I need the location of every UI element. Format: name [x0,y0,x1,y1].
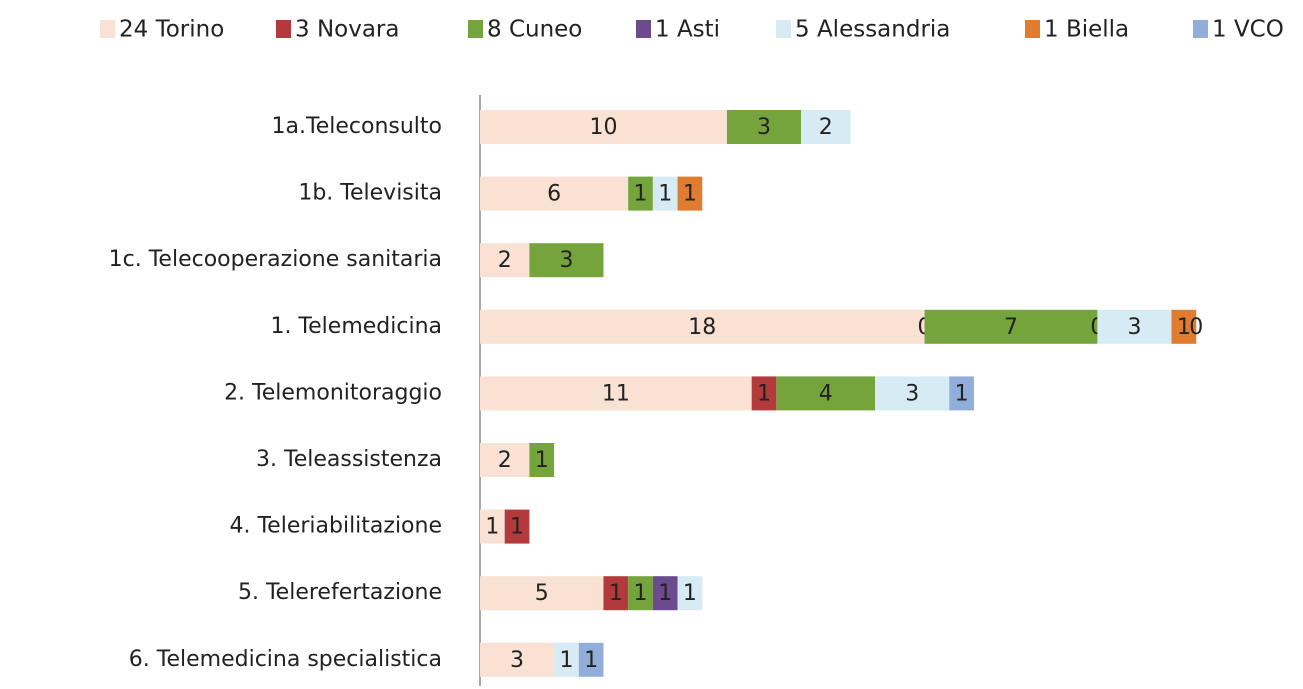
value-label: 4 [819,381,833,406]
bar-segment [726,110,802,144]
value-label: 1 [634,581,648,606]
bar-segment [480,376,752,411]
value-label: 0 [1189,315,1203,340]
value-label: 2 [819,115,833,140]
value-label: 11 [602,381,630,406]
bar-segment [1171,309,1197,344]
legend-label: 1 Asti [655,17,720,43]
value-label: 7 [1004,315,1018,340]
value-label: 1 [658,182,672,207]
bar-segment [628,176,653,211]
bar-segment [480,443,530,477]
bar-segment [677,176,703,211]
value-label: 1 [955,381,969,406]
bar-segment [652,576,678,611]
category-label: 5. Telerefertazione [238,580,442,605]
value-label: 1 [1177,315,1191,340]
legend-label: 8 Cuneo [487,17,582,43]
bar-segment [578,642,604,677]
legend-label: 5 Alessandria [795,17,950,43]
legend-swatch [1193,20,1208,38]
bar-segment [628,576,653,611]
value-label: 1 [683,182,697,207]
legend-label: 1 Biella [1044,17,1129,43]
value-label: 3 [559,248,573,273]
legend-swatch [776,20,791,38]
bar-segment [603,576,629,611]
legend-label: 24 Torino [119,17,224,43]
value-label: 1 [757,381,771,406]
category-label: 1c. Telecooperazione sanitaria [109,247,442,272]
legend-swatch [636,20,651,38]
category-label: 2. Telemonitoraggio [224,380,442,405]
bar-segment [480,176,629,211]
bar-segment [504,509,530,544]
bar-segment [801,110,851,144]
value-label: 1 [609,581,623,606]
value-label: 6 [547,182,561,207]
bar-segment [554,642,579,677]
value-label: 18 [688,315,716,340]
bar-segment [529,243,604,278]
category-label: 6. Telemedicina specialistica [129,647,442,672]
bar-segment [480,110,727,144]
legend-swatch [1025,20,1040,38]
legend-swatch [468,20,483,38]
bar-segment [480,243,530,278]
category-label: 3. Teleassistenza [256,447,442,472]
bar-segment [949,376,974,411]
bar-segment [1097,309,1172,344]
legend-label: 3 Novara [295,17,399,43]
value-label: 1 [559,648,573,673]
value-label: 1 [634,182,648,207]
value-label: 10 [589,115,617,140]
legend-swatch [100,20,115,38]
bar-segment [480,509,505,544]
value-label: 3 [1127,315,1141,340]
category-label: 1. Telemedicina [270,314,442,339]
bar-segment [480,642,555,677]
value-label: 1 [510,515,524,540]
category-label: 1b. Televisita [298,181,442,206]
value-label: 1 [485,515,499,540]
legend-swatch [276,20,291,38]
value-label: 3 [510,648,524,673]
value-label: 3 [757,115,771,140]
value-label: 5 [535,581,549,606]
value-label: 2 [498,248,512,273]
category-label: 1a.Teleconsulto [272,114,442,139]
bar-segment [751,376,777,411]
value-label: 1 [683,581,697,606]
bar-segment [677,576,703,611]
value-label: 1 [584,648,598,673]
bar-segment [776,376,876,411]
category-label: 4. Teleriabilitazione [229,514,442,539]
bar-segment [924,309,1098,344]
value-label: 1 [658,581,672,606]
value-label: 3 [905,381,919,406]
legend-label: 1 VCO [1212,17,1284,43]
bar-segment [875,376,950,411]
bar-segment [480,576,604,611]
bar-segment [480,309,925,344]
bar-segment [529,443,555,477]
value-label: 2 [498,448,512,473]
value-label: 1 [535,448,549,473]
bar-segment [652,176,678,211]
